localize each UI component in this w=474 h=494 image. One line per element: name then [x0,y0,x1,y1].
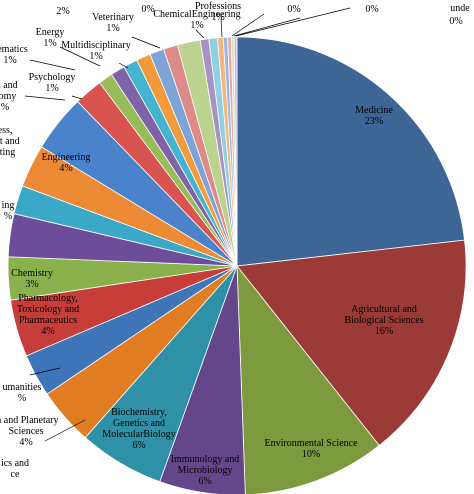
data-label-biochemistry: Biochemistry, Genetics and MolecularBiolog… [102,407,175,451]
data-label-chemistry: Chemistry 3% [11,268,53,290]
leader-line-multidisciplinary [118,62,129,69]
pie-slice-agricultural-and-biological-sciences [236,239,467,447]
data-label-top-zero-d: 0% [449,16,462,27]
data-label-multidisciplinary: Multidisciplinary 1% [61,40,130,62]
leader-line-mathematics [29,59,76,71]
data-label-agricultural: Agricultural and Biological Sciences 16% [344,304,423,337]
data-label-energy: Energy 1% [36,27,65,49]
data-label-immunology: Immunology and Microbiology 6% [171,454,240,487]
pie-slice-environmental-science [236,264,380,494]
data-label-business-fragment: ess,ent andnting [0,125,20,158]
data-label-chemical-engineering: ChemicalEngineering 1% [153,9,240,31]
leader-line-top-1 [231,13,265,37]
leader-line-chemical-engineering [195,29,205,39]
leader-line-veterinary [131,36,161,49]
leader-line-humanities [29,367,61,376]
data-label-humanities-fragment: umanities% [3,382,42,404]
data-label-left-ing-fragment: ing% [2,200,15,222]
data-label-mathematics-fragment: hematics1% [0,44,28,66]
leader-line-psychology [71,95,83,100]
leader-line-professions [220,18,223,38]
data-label-top-zero-c: 0% [365,4,378,15]
leader-line-energy [59,46,101,67]
data-label-pharmacology: Pharmacology, Toxicology and Pharmaceutics… [17,293,79,337]
data-label-top-zero-a: 0% [141,4,154,15]
pie-slice-medicine [236,36,465,267]
leader-line-top-3 [235,7,351,37]
data-label-top-zero-b: 0% [287,4,300,15]
data-label-veterinary: Veterinary 1% [92,12,134,34]
data-label-top-left-pct: 2% [56,6,69,17]
data-label-medicine: Medicine 23% [355,105,393,127]
leader-line-earth [44,419,86,442]
leader-line-economics [24,95,66,101]
data-label-earth-fragment: th and Planetary Sciences 4% [0,415,58,448]
data-label-top-right-unde: unde [450,3,470,14]
data-label-engineering: Engineering 4% [42,152,91,174]
data-label-environmental: Environmental Science 10% [264,438,358,460]
data-label-psychology: Psychology 1% [29,72,76,94]
data-label-cs-fragment: ics and ce [1,458,29,480]
pie-slice-undefined [233,36,238,267]
data-label-economics-fragment: cs andnomy% [0,80,18,113]
leader-line-top-2 [233,17,301,37]
data-label-professions: Professions 1% [195,1,241,23]
